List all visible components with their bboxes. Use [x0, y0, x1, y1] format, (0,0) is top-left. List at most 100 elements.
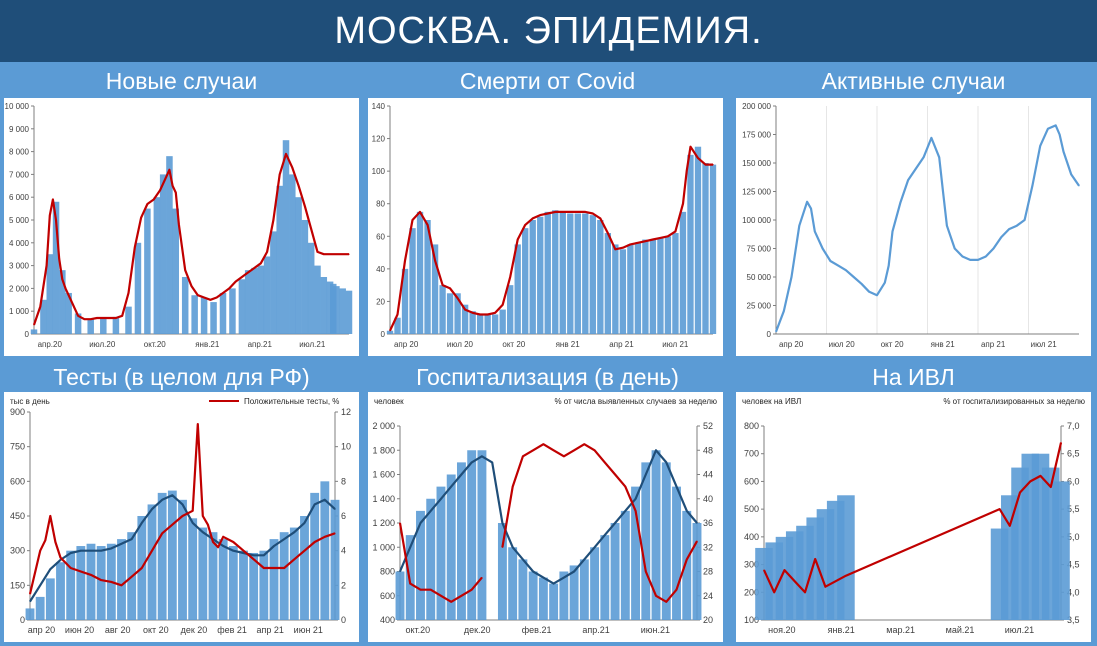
- y-tick-label: 8 000: [9, 148, 30, 157]
- data-point: [430, 510, 432, 512]
- data-point: [1070, 173, 1072, 175]
- y-tick-right-label: 24: [703, 591, 713, 601]
- y-tick-label: 600: [744, 476, 759, 486]
- data-point: [146, 203, 148, 205]
- bar: [627, 244, 634, 334]
- data-point: [946, 225, 948, 227]
- bar: [476, 314, 484, 334]
- y-tick-label: 300: [10, 546, 25, 556]
- data-point: [134, 246, 136, 248]
- bar: [263, 256, 271, 334]
- data-point: [810, 208, 812, 210]
- legend-label: Положительные тесты, %: [244, 397, 339, 406]
- bar: [538, 577, 548, 620]
- data-point: [283, 538, 285, 540]
- bar: [112, 316, 120, 334]
- data-point: [604, 534, 606, 536]
- plot-area: [390, 106, 713, 334]
- data-point: [159, 189, 161, 191]
- data-point: [696, 522, 698, 524]
- data-point: [501, 522, 503, 524]
- data-point: [303, 550, 306, 552]
- x-tick-label: апр.21: [582, 625, 609, 635]
- bar: [270, 231, 277, 334]
- x-tick-label: июл.21: [299, 340, 326, 349]
- data-point: [942, 190, 944, 193]
- x-tick-label: авг 20: [105, 625, 131, 635]
- data-point: [241, 276, 243, 278]
- data-point: [1060, 442, 1062, 444]
- data-point: [141, 522, 143, 524]
- data-point: [39, 584, 41, 586]
- data-point: [652, 238, 654, 241]
- data-point: [884, 282, 886, 284]
- bar: [461, 304, 469, 334]
- bar: [307, 242, 315, 334]
- data-point: [323, 253, 325, 255]
- data-point: [814, 558, 816, 560]
- y-axis-label-left: человек на ИВЛ: [742, 397, 801, 406]
- y-tick-label: 300: [744, 560, 759, 570]
- data-point: [645, 473, 647, 476]
- y-tick-label: 0: [20, 615, 25, 625]
- data-point: [824, 586, 826, 588]
- data-point: [342, 253, 344, 255]
- y-tick-label: 600: [380, 591, 395, 601]
- bar: [40, 299, 47, 334]
- data-point: [192, 510, 194, 512]
- data-point: [399, 522, 401, 524]
- data-point: [165, 176, 167, 178]
- x-tick-label: янв.21: [828, 625, 855, 635]
- data-point: [291, 167, 293, 169]
- data-point: [460, 595, 462, 597]
- data-point: [1078, 185, 1080, 187]
- y-tick-label: 1 600: [372, 470, 395, 480]
- y-tick-right-label: 7,0: [1067, 421, 1080, 431]
- x-tick-label: апр.20: [38, 340, 63, 349]
- x-tick-label: июл 21: [1031, 340, 1058, 349]
- chart-tests: 0 150 300 450 600 750 900 0 2 4 6 8 10 12 апр 20 июн 20…: [10, 397, 351, 635]
- data-point: [1019, 491, 1021, 494]
- data-point: [434, 260, 436, 262]
- data-point: [419, 522, 422, 524]
- y-tick-right-label: 2: [341, 580, 346, 590]
- bar: [416, 510, 425, 620]
- y-tick-label: 1 400: [372, 494, 395, 504]
- data-point: [577, 211, 579, 213]
- x-tick-label: апр 21: [609, 340, 634, 349]
- data-point: [532, 217, 534, 219]
- bar: [191, 295, 198, 334]
- series-line: [32, 152, 349, 326]
- data-point: [604, 461, 606, 463]
- data-point: [629, 243, 631, 245]
- data-point: [1047, 128, 1049, 130]
- bar: [454, 293, 461, 334]
- bar: [569, 565, 579, 620]
- y-tick-right-label: 52: [703, 421, 713, 431]
- bar: [631, 486, 641, 620]
- y-tick-right-label: 12: [341, 407, 351, 417]
- data-point: [263, 567, 265, 569]
- bar: [619, 249, 627, 334]
- data-point: [153, 198, 155, 201]
- data-point: [39, 306, 41, 308]
- y-tick-label: 2 000: [372, 421, 395, 431]
- data-point: [999, 508, 1001, 510]
- data-point: [804, 591, 806, 593]
- data-point: [923, 156, 925, 158]
- bar: [484, 314, 491, 334]
- bar: [426, 498, 436, 620]
- y-tick-label: 60: [376, 232, 385, 241]
- bar: [314, 265, 321, 334]
- data-point: [481, 455, 483, 457]
- data-point: [594, 449, 596, 451]
- y-tick-right-label: 5,5: [1067, 504, 1080, 514]
- data-point: [396, 313, 399, 316]
- bar: [320, 481, 330, 620]
- bar: [229, 288, 236, 334]
- x-tick-label: апр 20: [779, 340, 804, 349]
- bar: [395, 571, 405, 620]
- x-tick-label: июн.21: [641, 625, 670, 635]
- bar: [52, 201, 60, 334]
- data-point: [192, 522, 194, 524]
